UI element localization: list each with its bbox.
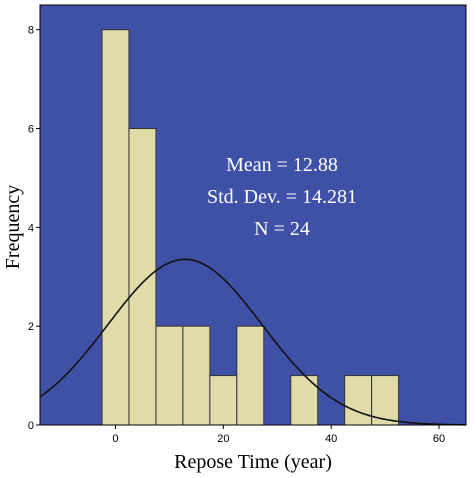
- stats-annotation: Mean = 12.88 Std. Dev. = 14.281 N = 24: [207, 154, 357, 240]
- histogram-bar-3: [182, 325, 211, 426]
- histogram-bar-2: [155, 325, 184, 426]
- x-tick-label-20: 20: [217, 433, 229, 445]
- y-tick-label-2: 2: [28, 321, 34, 333]
- x-tick-label-0: 0: [112, 433, 118, 445]
- y-tick-label-6: 6: [28, 124, 34, 136]
- histogram-bar-1: [128, 128, 157, 426]
- x-tick-label-60: 60: [433, 433, 445, 445]
- histogram-bar-4: [209, 375, 238, 426]
- x-axis: 0 20 40 60: [112, 425, 445, 445]
- annotation-n: N = 24: [254, 218, 310, 240]
- normal-curve: [39, 258, 467, 426]
- y-axis-title: Frequency: [2, 185, 24, 269]
- y-tick-label-4: 4: [28, 222, 34, 234]
- annotation-mean: Mean = 12.88: [226, 154, 338, 176]
- histogram-bar-0: [101, 29, 130, 426]
- annotation-std-dev: Std. Dev. = 14.281: [207, 186, 357, 208]
- plot-frame: [39, 4, 467, 426]
- x-tick-label-40: 40: [325, 433, 337, 445]
- histogram-bar-5: [236, 325, 265, 426]
- histogram-bars: [101, 29, 400, 426]
- x-axis-title: Repose Time (year): [174, 451, 332, 473]
- histogram-bar-9: [344, 375, 373, 426]
- y-tick-label-0: 0: [28, 420, 34, 432]
- y-axis: 0 2 4 6 8: [28, 25, 40, 432]
- y-tick-label-8: 8: [28, 25, 34, 37]
